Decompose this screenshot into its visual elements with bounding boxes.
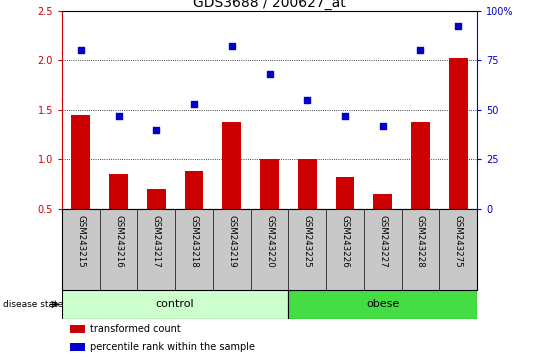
- Bar: [71, 115, 90, 209]
- Point: [190, 101, 198, 107]
- Bar: [70, 325, 85, 333]
- Text: transformed count: transformed count: [90, 324, 181, 334]
- Bar: [109, 174, 128, 209]
- Text: GSM243220: GSM243220: [265, 215, 274, 268]
- Point: [265, 71, 274, 77]
- Text: control: control: [156, 299, 195, 309]
- Text: disease state: disease state: [3, 300, 63, 309]
- Bar: [288, 290, 477, 319]
- Text: GSM243217: GSM243217: [152, 215, 161, 268]
- Point: [303, 97, 312, 103]
- Bar: [260, 159, 279, 209]
- Bar: [448, 58, 467, 209]
- Bar: [298, 159, 317, 209]
- Text: GSM243226: GSM243226: [341, 215, 349, 268]
- Text: GSM243225: GSM243225: [303, 215, 312, 268]
- Text: GSM243228: GSM243228: [416, 215, 425, 268]
- Text: GSM243227: GSM243227: [378, 215, 387, 268]
- Text: percentile rank within the sample: percentile rank within the sample: [90, 342, 255, 352]
- Point: [77, 47, 85, 53]
- Text: GSM243218: GSM243218: [190, 215, 198, 268]
- Point: [454, 24, 462, 29]
- Text: GSM243219: GSM243219: [227, 215, 236, 268]
- Text: GSM243216: GSM243216: [114, 215, 123, 268]
- Point: [416, 47, 425, 53]
- Bar: [184, 171, 204, 209]
- Bar: [70, 343, 85, 351]
- Bar: [147, 189, 166, 209]
- Bar: [373, 194, 392, 209]
- Text: GSM243275: GSM243275: [454, 215, 462, 268]
- Bar: [335, 177, 355, 209]
- Bar: [411, 122, 430, 209]
- Text: GSM243215: GSM243215: [77, 215, 85, 268]
- Bar: [222, 122, 241, 209]
- Text: obese: obese: [366, 299, 399, 309]
- Point: [114, 113, 123, 119]
- Point: [341, 113, 349, 119]
- Point: [378, 123, 387, 129]
- Point: [152, 127, 161, 132]
- Bar: [62, 290, 288, 319]
- Title: GDS3688 / 200627_at: GDS3688 / 200627_at: [193, 0, 346, 10]
- Point: [227, 44, 236, 49]
